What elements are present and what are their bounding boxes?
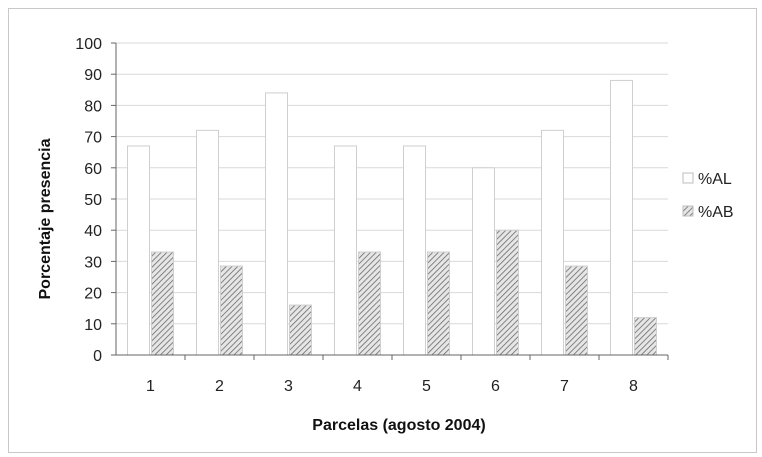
y-axis-title: Porcentaje presencia: [37, 138, 54, 299]
x-tick-label: 4: [353, 378, 362, 395]
legend-swatch: [682, 172, 694, 184]
x-tick-label: 3: [284, 378, 293, 395]
bar-pct-al-3: [265, 92, 288, 356]
y-tick-label: 20: [84, 286, 102, 303]
bar-pct-al-2: [196, 129, 219, 356]
bar-pct-ab-5: [427, 251, 450, 356]
bar-pct-al-8: [610, 79, 633, 356]
x-axis-title: Parcelas (agosto 2004): [312, 417, 485, 434]
legend-label: %AL: [698, 171, 732, 188]
legend-swatch: [682, 205, 694, 217]
x-tick-label: 2: [215, 378, 224, 395]
y-tick-label: 100: [75, 36, 102, 53]
bar-pct-al-1: [127, 145, 150, 356]
y-tick-label: 50: [84, 192, 102, 209]
bar-pct-al-6: [472, 167, 495, 356]
bar-pct-al-7: [541, 129, 564, 356]
tick-labels: 0 10 20 30 40 50 60 70 80 90 100 1 2 3 4 5 6 7 8: [75, 36, 638, 395]
y-tick-label: 30: [84, 254, 102, 271]
x-tick-label: 6: [491, 378, 500, 395]
x-tick-label: 7: [560, 378, 569, 395]
y-tick-label: 60: [84, 161, 102, 178]
legend: %AL %AB: [682, 171, 734, 221]
bar-pct-ab-2: [220, 265, 243, 356]
x-tick-label: 5: [422, 378, 431, 395]
bar-pct-ab-7: [565, 265, 588, 356]
legend-label: %AB: [698, 204, 734, 221]
bars: [127, 79, 657, 356]
bar-pct-al-4: [334, 145, 357, 356]
bar-pct-ab-6: [496, 229, 519, 356]
y-tick-label: 10: [84, 317, 102, 334]
bar-pct-ab-4: [358, 251, 381, 356]
y-tick-label: 80: [84, 98, 102, 115]
bar-pct-ab-3: [289, 304, 312, 356]
y-tick-label: 90: [84, 67, 102, 84]
axes: [111, 42, 669, 360]
y-tick-label: 70: [84, 130, 102, 147]
x-tick-label: 8: [629, 378, 638, 395]
x-tick-label: 1: [146, 378, 155, 395]
y-tick-label: 40: [84, 223, 102, 240]
bar-pct-ab-1: [151, 251, 174, 356]
bar-pct-ab-8: [634, 317, 657, 356]
bar-pct-al-5: [403, 145, 426, 356]
y-tick-label: 0: [93, 348, 102, 365]
